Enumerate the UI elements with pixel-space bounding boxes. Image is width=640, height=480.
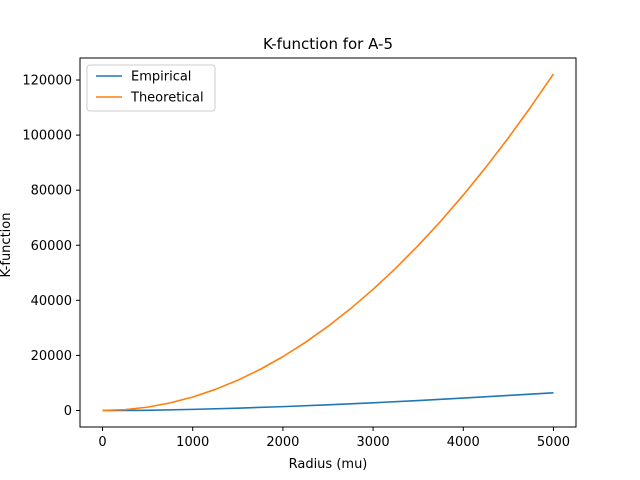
series-line-empirical bbox=[102, 392, 554, 412]
axes-frame bbox=[79, 57, 577, 428]
y-tick-label: 100000 bbox=[22, 129, 72, 144]
y-tick-label: 80000 bbox=[31, 184, 72, 199]
legend-label-empirical: Empirical bbox=[131, 70, 191, 85]
y-tick-label: 60000 bbox=[31, 239, 72, 254]
y-tick-label: 0 bbox=[64, 404, 72, 419]
plot-area: 0 1000 2000 3000 4000 5000 0 20000 40000 60000 800… bbox=[22, 57, 577, 450]
chart-title: K-function for A-5 bbox=[263, 35, 393, 53]
y-tick-label: 120000 bbox=[22, 74, 72, 89]
x-tick-label: 0 bbox=[98, 435, 106, 450]
x-tick-label: 1000 bbox=[176, 435, 209, 450]
x-axis-label: Radius (mu) bbox=[289, 457, 368, 472]
series-line-theoretical bbox=[102, 73, 555, 412]
x-tick-label: 4000 bbox=[447, 435, 480, 450]
x-tick-label: 5000 bbox=[537, 435, 570, 450]
legend-label-theoretical: Theoretical bbox=[130, 91, 204, 106]
y-axis-label: K-function bbox=[0, 213, 14, 278]
y-tick-label: 40000 bbox=[31, 294, 72, 309]
x-tick-label: 2000 bbox=[266, 435, 299, 450]
x-tick-label: 3000 bbox=[357, 435, 390, 450]
y-tick-label: 20000 bbox=[31, 349, 72, 364]
